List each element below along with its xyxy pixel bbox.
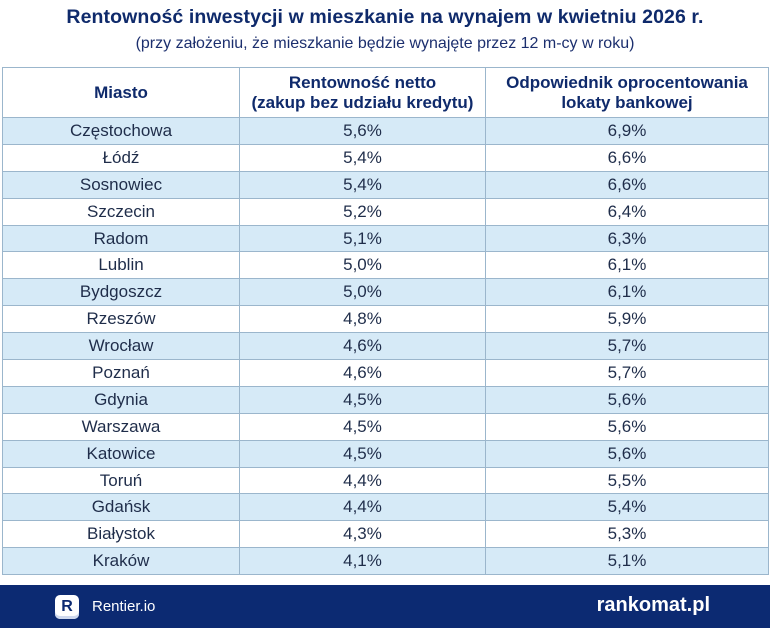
cell-city: Gdynia: [2, 385, 240, 414]
cell-city: Łódź: [2, 143, 240, 172]
cell-net-return: 4,8%: [239, 305, 486, 334]
cell-city: Rzeszów: [2, 305, 240, 334]
cell-deposit-equivalent: 6,6%: [485, 143, 769, 172]
cell-net-return: 5,4%: [239, 143, 486, 172]
cell-deposit-equivalent: 6,1%: [485, 251, 769, 280]
table-row: Radom 5,1% 6,3%: [2, 224, 769, 253]
cell-city: Wrocław: [2, 332, 240, 361]
column-header-line: Rentowność netto: [288, 72, 437, 92]
cell-deposit-equivalent: 5,6%: [485, 412, 769, 441]
cell-deposit-equivalent: 6,9%: [485, 117, 769, 145]
cell-deposit-equivalent: 5,5%: [485, 466, 769, 495]
column-header-line: lokaty bankowej: [561, 92, 693, 112]
cell-city: Lublin: [2, 251, 240, 280]
table-row: Częstochowa 5,6% 6,9%: [2, 117, 769, 145]
cell-deposit-equivalent: 5,9%: [485, 305, 769, 334]
table-row: Bydgoszcz 5,0% 6,1%: [2, 278, 769, 307]
cell-city: Toruń: [2, 466, 240, 495]
cell-deposit-equivalent: 6,4%: [485, 197, 769, 226]
table-header-row: Miasto Rentowność netto (zakup bez udzia…: [2, 67, 769, 118]
table-row: Gdynia 4,5% 5,6%: [2, 385, 769, 414]
cell-net-return: 4,4%: [239, 493, 486, 522]
brand-name: Rentier.io: [92, 598, 156, 615]
cell-deposit-equivalent: 5,3%: [485, 520, 769, 549]
cell-net-return: 4,1%: [239, 547, 486, 576]
table-row: Rzeszów 4,8% 5,9%: [2, 305, 769, 334]
cell-deposit-equivalent: 5,6%: [485, 439, 769, 468]
table-row: Kraków 4,1% 5,1%: [2, 547, 769, 576]
table-row: Poznań 4,6% 5,7%: [2, 359, 769, 387]
cell-net-return: 4,3%: [239, 520, 486, 549]
table-row: Katowice 4,5% 5,6%: [2, 439, 769, 468]
table-row: Wrocław 4,6% 5,7%: [2, 332, 769, 361]
column-header-line: (zakup bez udziału kredytu): [251, 92, 474, 112]
rentability-table: Miasto Rentowność netto (zakup bez udzia…: [2, 67, 769, 576]
table-row: Sosnowiec 5,4% 6,6%: [2, 170, 769, 199]
cell-deposit-equivalent: 6,3%: [485, 224, 769, 253]
cell-city: Bydgoszcz: [2, 278, 240, 307]
footer-bar: R Rentier.io rankomat.pl: [0, 585, 770, 628]
cell-city: Sosnowiec: [2, 170, 240, 199]
cell-city: Katowice: [2, 439, 240, 468]
table-row: Białystok 4,3% 5,3%: [2, 520, 769, 549]
page-title: Rentowność inwestycji w mieszkanie na wy…: [66, 6, 704, 28]
cell-net-return: 5,0%: [239, 251, 486, 280]
cell-deposit-equivalent: 5,7%: [485, 332, 769, 361]
cell-net-return: 5,0%: [239, 278, 486, 307]
table-row: Toruń 4,4% 5,5%: [2, 466, 769, 495]
cell-city: Częstochowa: [2, 117, 240, 145]
column-header-deposit-equivalent: Odpowiednik oprocentowania lokaty bankow…: [485, 67, 769, 118]
table-row: Szczecin 5,2% 6,4%: [2, 197, 769, 226]
column-header-line: Miasto: [94, 82, 148, 102]
cell-net-return: 4,5%: [239, 439, 486, 468]
cell-net-return: 4,4%: [239, 466, 486, 495]
cell-city: Szczecin: [2, 197, 240, 226]
rentier-logo-icon: R: [55, 595, 79, 619]
page-subtitle: (przy założeniu, że mieszkanie będzie wy…: [135, 35, 635, 52]
cell-net-return: 4,5%: [239, 385, 486, 414]
cell-net-return: 5,6%: [239, 117, 486, 145]
cell-net-return: 4,6%: [239, 359, 486, 387]
table-row: Gdańsk 4,4% 5,4%: [2, 493, 769, 522]
cell-city: Warszawa: [2, 412, 240, 441]
table-row: Łódź 5,4% 6,6%: [2, 143, 769, 172]
cell-city: Gdańsk: [2, 493, 240, 522]
cell-deposit-equivalent: 5,7%: [485, 359, 769, 387]
cell-deposit-equivalent: 5,6%: [485, 385, 769, 414]
column-header-line: Odpowiednik oprocentowania: [506, 72, 748, 92]
cell-net-return: 5,4%: [239, 170, 486, 199]
cell-city: Radom: [2, 224, 240, 253]
cell-deposit-equivalent: 6,1%: [485, 278, 769, 307]
column-header-city: Miasto: [2, 67, 240, 118]
cell-net-return: 4,6%: [239, 332, 486, 361]
cell-net-return: 5,1%: [239, 224, 486, 253]
table-body: Częstochowa 5,6% 6,9% Łódź 5,4% 6,6% Sosnowiec…: [2, 117, 769, 576]
table-row: Lublin 5,0% 6,1%: [2, 251, 769, 280]
cell-net-return: 5,2%: [239, 197, 486, 226]
partner-logo: rankomat.pl: [596, 594, 710, 616]
cell-net-return: 4,5%: [239, 412, 486, 441]
cell-city: Poznań: [2, 359, 240, 387]
cell-deposit-equivalent: 5,1%: [485, 547, 769, 576]
column-header-net-return: Rentowność netto (zakup bez udziału kred…: [239, 67, 486, 118]
table-row: Warszawa 4,5% 5,6%: [2, 412, 769, 441]
cell-city: Kraków: [2, 547, 240, 576]
cell-deposit-equivalent: 5,4%: [485, 493, 769, 522]
cell-deposit-equivalent: 6,6%: [485, 170, 769, 199]
cell-city: Białystok: [2, 520, 240, 549]
